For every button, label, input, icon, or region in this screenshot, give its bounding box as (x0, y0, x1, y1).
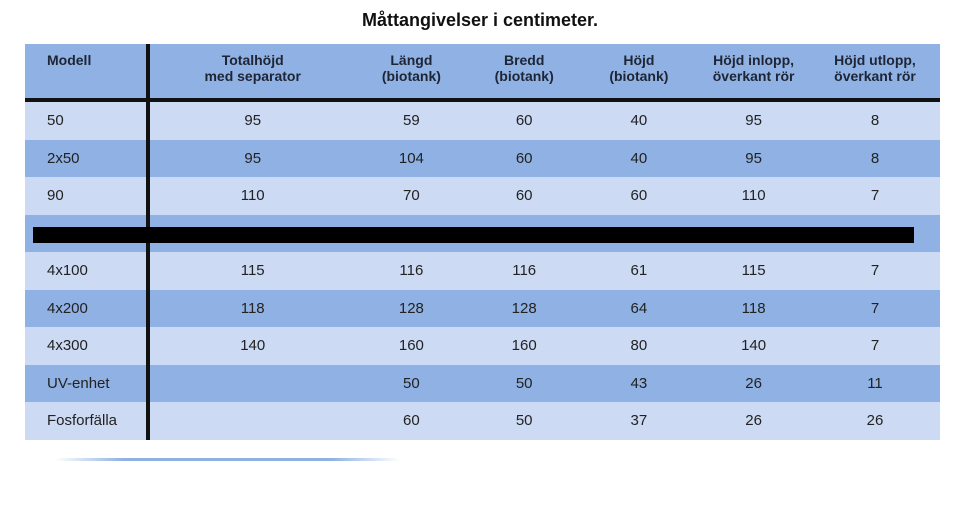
table-row: Fosforfälla 60 50 37 26 26 (25, 402, 940, 440)
header-modell: Modell (25, 44, 151, 98)
table-cell: 11 (867, 374, 883, 392)
table-cell: 26 (866, 412, 884, 430)
table-cell: 37 (630, 412, 648, 430)
table-cell: 70 (403, 187, 420, 205)
table-cell: 95 (244, 112, 262, 130)
table-cell: 40 (630, 149, 648, 167)
header-hojd-utlopp: Höjd utlopp, överkant rör (834, 52, 916, 84)
table-cell: 115 (240, 262, 265, 280)
table-row: 4x100 115 116 116 61 115 7 (25, 252, 940, 290)
table-cell: 59 (403, 112, 420, 130)
table-cell: 80 (630, 337, 648, 355)
table-cell: 60 (403, 412, 420, 430)
table-cell: 95 (745, 112, 762, 130)
table-cell: 61 (630, 262, 648, 280)
table-cell: 7 (870, 187, 880, 205)
table-row: 4x300 140 160 160 80 140 7 (25, 327, 940, 365)
table-cell: 115 (741, 262, 766, 280)
table-cell: 43 (630, 374, 648, 392)
table-row: 2x50 95 104 60 40 95 8 (25, 139, 940, 177)
table-cell: 26 (745, 412, 762, 430)
table-cell: 128 (511, 299, 537, 317)
table-cell: 118 (240, 299, 265, 317)
table-cell: 160 (511, 337, 537, 355)
table-cell: 160 (398, 337, 424, 355)
table-cell: 50 (515, 374, 533, 392)
header-totalhojd: Totalhöjd med separator (204, 52, 301, 84)
table-row: 50 95 59 60 40 95 8 (25, 102, 940, 140)
table-cell: 7 (870, 299, 880, 317)
table-cell: 4x100 (25, 252, 151, 290)
table-cell: 140 (240, 337, 266, 355)
header-bredd: Bredd (biotank) (494, 52, 554, 84)
table-cell: 104 (398, 149, 424, 167)
table-cell: 116 (512, 262, 537, 280)
header-hojd-inlopp: Höjd inlopp, överkant rör (712, 52, 795, 84)
table-cell: 90 (25, 177, 151, 215)
table-cell: 64 (630, 299, 648, 317)
table-cell: 110 (240, 187, 265, 205)
decorative-divider (55, 458, 400, 461)
page-title: Måttangivelser i centimeter. (361, 10, 599, 30)
table-cell: 7 (870, 337, 880, 355)
table-row: UV-enhet 50 50 43 26 11 (25, 364, 940, 402)
table-header-row: Modell Totalhöjd med separator Längd (biot… (25, 44, 940, 102)
table-cell: 50 (25, 102, 151, 140)
table-cell: 50 (403, 374, 420, 392)
table-cell: Fosforfälla (25, 402, 151, 440)
table-cell: 26 (745, 374, 762, 392)
table-cell: 110 (741, 187, 766, 205)
table-cell: 95 (244, 149, 262, 167)
header-langd: Längd (biotank) (381, 52, 441, 84)
redaction-bar (33, 227, 914, 243)
table-cell: 7 (870, 262, 880, 280)
table-cell: 4x200 (25, 289, 151, 327)
table-cell: 50 (515, 412, 533, 430)
table-cell: 60 (515, 112, 533, 130)
table-cell: 95 (745, 149, 762, 167)
table-cell: 60 (630, 187, 648, 205)
table-cell: 8 (870, 149, 880, 167)
table-cell: 60 (515, 149, 533, 167)
table-cell: 116 (399, 262, 424, 280)
table-cell: UV-enhet (25, 364, 151, 402)
table-row: 4x200 118 128 128 64 118 7 (25, 289, 940, 327)
table-cell: 60 (515, 187, 533, 205)
table-body: 50 95 59 60 40 95 8 2x50 95 104 60 40 95 8 90 110 70 60 60… (25, 102, 940, 440)
table-cell: 2x50 (25, 139, 151, 177)
table-cell: 4x300 (25, 327, 151, 365)
table-cell: 40 (630, 112, 648, 130)
dimensions-table: Modell Totalhöjd med separator Längd (biot… (25, 44, 940, 440)
table-cell: 140 (741, 337, 767, 355)
table-cell: 8 (870, 112, 880, 130)
table-cell: 118 (741, 299, 766, 317)
header-hojd: Höjd (biotank) (609, 52, 669, 84)
table-row: 90 110 70 60 60 110 7 (25, 177, 940, 215)
table-cell: 128 (398, 299, 424, 317)
